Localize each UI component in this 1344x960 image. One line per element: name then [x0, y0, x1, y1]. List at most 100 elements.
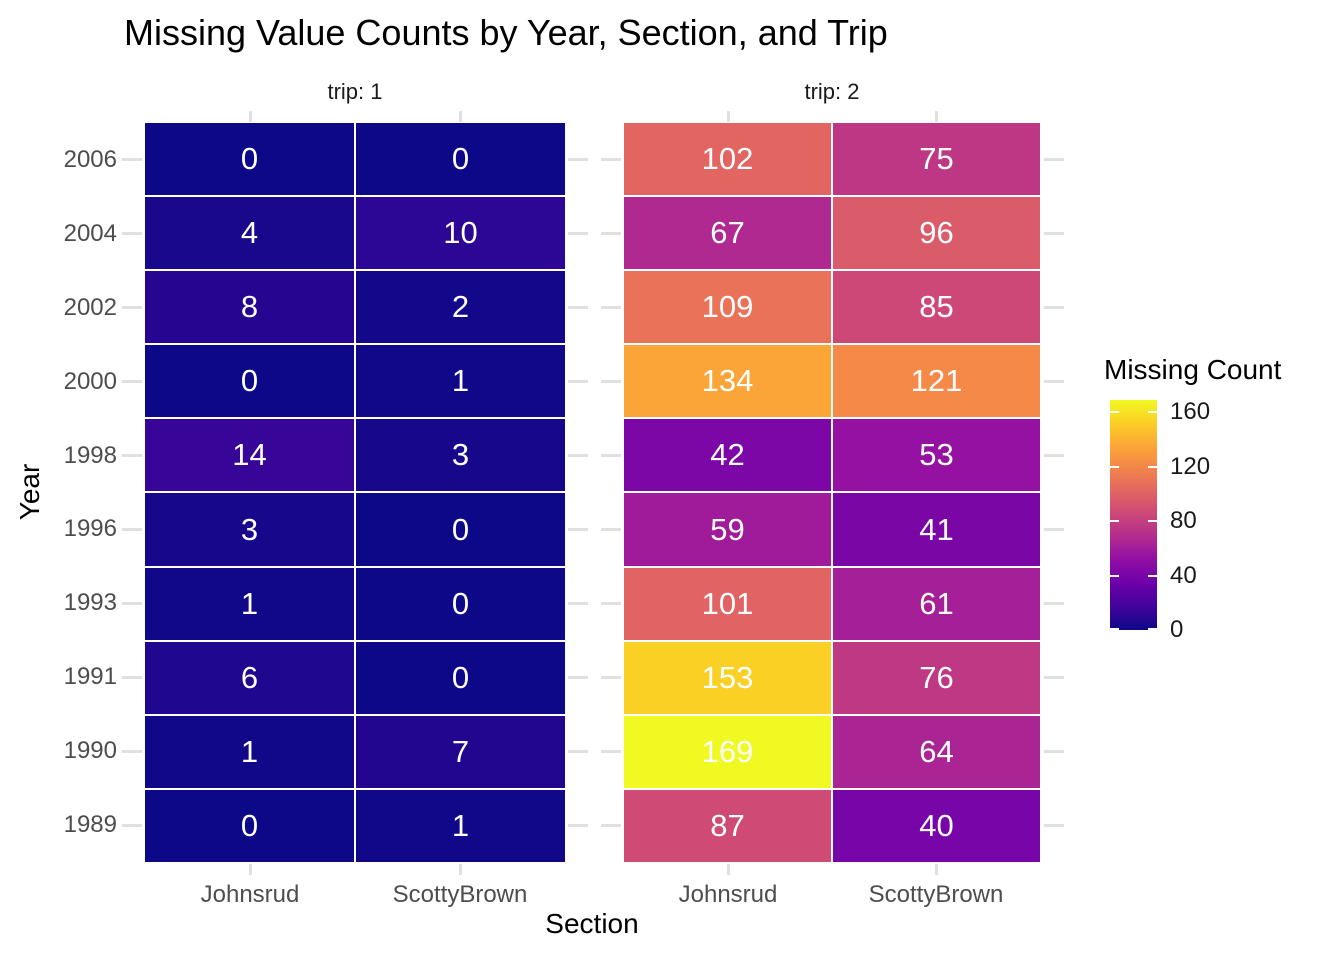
heatmap-cell-2-1998-Johnsrud: 42: [624, 419, 831, 492]
y-tick-mark: [601, 675, 621, 679]
heatmap-cell-2-2004-ScottyBrown: 96: [833, 197, 1040, 270]
heatmap-cell-2-1991-Johnsrud: 153: [624, 641, 831, 714]
heatmap-cell-1-2006-Johnsrud: 0: [145, 123, 354, 196]
x-tick-mark: [726, 111, 730, 122]
legend-notch: [1110, 574, 1119, 577]
y-tick-label-2000: 2000: [63, 367, 117, 395]
x-tick-label-trip1-Johnsrud: Johnsrud: [200, 881, 300, 908]
y-tick-mark: [601, 380, 621, 384]
legend-notch: [1148, 628, 1157, 630]
heatmap-cell-1-1996-Johnsrud: 3: [145, 493, 354, 566]
legend-notch: [1110, 520, 1119, 523]
heatmap-cell-2-2006-Johnsrud: 102: [624, 123, 831, 196]
heatmap-cell-1-1989-ScottyBrown: 1: [356, 789, 565, 862]
y-tick-mark: [601, 527, 621, 531]
y-tick-mark: [1044, 454, 1064, 458]
legend-notch: [1110, 411, 1119, 414]
heatmap-cell-1-2000-ScottyBrown: 1: [356, 345, 565, 418]
y-tick-mark: [601, 601, 621, 605]
y-tick-mark: [1044, 306, 1064, 310]
heatmap-cell-1-1991-Johnsrud: 6: [145, 641, 354, 714]
y-tick-label-1993: 1993: [63, 589, 117, 617]
heatmap-cell-2-1998-ScottyBrown: 53: [833, 419, 1040, 492]
y-tick-label-2004: 2004: [63, 219, 117, 247]
y-tick-mark: [1044, 823, 1064, 827]
heatmap-cell-1-2004-ScottyBrown: 10: [356, 197, 565, 270]
heatmap-cell-1-1993-ScottyBrown: 0: [356, 567, 565, 640]
heatmap-panel-trip-1: 0 0 4 10 8 2 0 1 14 3 3 0 1 0 6 0 1 7 0 1: [145, 123, 565, 862]
y-axis-title: Year: [14, 463, 45, 521]
heatmap-cell-2-1993-Johnsrud: 101: [624, 567, 831, 640]
y-tick-mark: [568, 306, 588, 310]
y-tick-mark: [1044, 601, 1064, 605]
legend-notch: [1148, 465, 1157, 468]
x-tick-label-trip1-ScottyBrown: ScottyBrown: [392, 881, 528, 908]
heatmap-cell-2-2002-Johnsrud: 109: [624, 271, 831, 344]
legend-notch: [1148, 574, 1157, 577]
heatmap-cell-2-1996-ScottyBrown: 41: [833, 493, 1040, 566]
y-tick-mark: [568, 601, 588, 605]
y-tick-mark: [122, 749, 142, 753]
heatmap-cell-1-1993-Johnsrud: 1: [145, 567, 354, 640]
y-tick-mark: [122, 675, 142, 679]
x-tick-mark: [458, 111, 462, 122]
x-tick-label-trip2-ScottyBrown: ScottyBrown: [868, 881, 1004, 908]
heatmap-cell-2-2000-ScottyBrown: 121: [833, 345, 1040, 418]
y-tick-mark: [568, 454, 588, 458]
y-tick-mark: [122, 158, 142, 162]
y-tick-label-1991: 1991: [63, 663, 117, 691]
heatmap-cell-1-2004-Johnsrud: 4: [145, 197, 354, 270]
y-tick-mark: [1044, 232, 1064, 236]
x-tick-label-trip2-Johnsrud: Johnsrud: [678, 881, 778, 908]
x-tick-mark: [248, 111, 252, 122]
y-tick-mark: [122, 306, 142, 310]
y-tick-mark: [122, 823, 142, 827]
y-tick-mark: [568, 232, 588, 236]
facet-strip-trip-2: trip: 2: [804, 79, 860, 104]
x-tick-mark: [726, 864, 730, 875]
heatmap-cell-2-1990-ScottyBrown: 64: [833, 715, 1040, 788]
legend-tick-label-80: 80: [1170, 507, 1197, 535]
y-tick-mark: [122, 380, 142, 384]
heatmap-cell-1-2002-ScottyBrown: 2: [356, 271, 565, 344]
legend-tick-label-160: 160: [1170, 398, 1211, 426]
legend-notch: [1148, 520, 1157, 523]
heatmap-cell-2-1989-ScottyBrown: 40: [833, 789, 1040, 862]
y-tick-label-1990: 1990: [63, 737, 117, 765]
y-tick-mark: [568, 823, 588, 827]
y-tick-mark: [1044, 675, 1064, 679]
y-tick-mark: [122, 232, 142, 236]
y-tick-mark: [601, 749, 621, 753]
heatmap-cell-1-2002-Johnsrud: 8: [145, 271, 354, 344]
y-tick-mark: [1044, 380, 1064, 384]
legend-tick-label-40: 40: [1170, 561, 1197, 589]
heatmap-cell-1-2006-ScottyBrown: 0: [356, 123, 565, 196]
y-tick-mark: [601, 232, 621, 236]
heatmap-cell-1-1998-Johnsrud: 14: [145, 419, 354, 492]
heatmap-cell-2-1993-ScottyBrown: 61: [833, 567, 1040, 640]
y-tick-label-1989: 1989: [63, 811, 117, 839]
heatmap-cell-1-1991-ScottyBrown: 0: [356, 641, 565, 714]
heatmap-cell-2-2006-ScottyBrown: 75: [833, 123, 1040, 196]
legend-notch: [1110, 628, 1119, 630]
facet-strip-trip-1: trip: 1: [327, 79, 383, 104]
y-tick-mark: [568, 527, 588, 531]
heatmap-cell-1-1990-ScottyBrown: 7: [356, 715, 565, 788]
x-tick-mark: [934, 864, 938, 875]
y-tick-mark: [1044, 158, 1064, 162]
heatmap-cell-2-1991-ScottyBrown: 76: [833, 641, 1040, 714]
heatmap-cell-1-1996-ScottyBrown: 0: [356, 493, 565, 566]
legend-colorbar: [1110, 400, 1157, 630]
x-axis-title: Section: [545, 908, 639, 939]
y-tick-mark: [568, 675, 588, 679]
y-tick-mark: [601, 158, 621, 162]
legend-notch: [1148, 411, 1157, 414]
y-tick-label-1996: 1996: [63, 515, 117, 543]
heatmap-cell-2-1989-Johnsrud: 87: [624, 789, 831, 862]
heatmap-cell-1-1990-Johnsrud: 1: [145, 715, 354, 788]
y-tick-label-2002: 2002: [63, 293, 117, 321]
y-tick-mark: [122, 601, 142, 605]
heatmap-cell-1-1989-Johnsrud: 0: [145, 789, 354, 862]
y-tick-label-1998: 1998: [63, 441, 117, 469]
y-tick-mark: [1044, 527, 1064, 531]
